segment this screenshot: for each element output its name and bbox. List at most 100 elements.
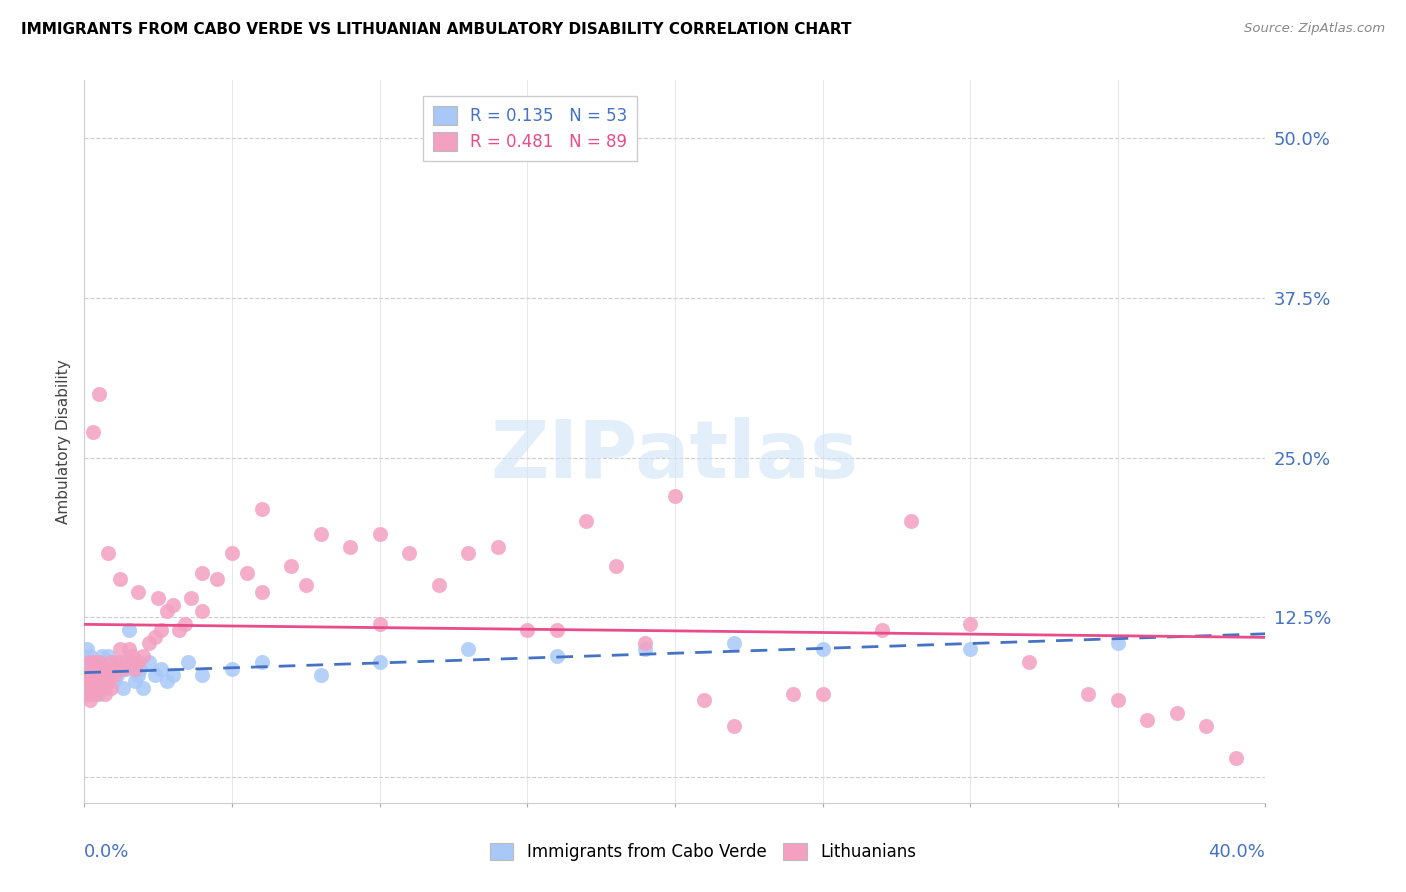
- Point: [76, 642, 98, 657]
- Point: [368, 527, 391, 541]
- Point: [156, 604, 179, 618]
- Point: [76, 655, 98, 669]
- Point: [91, 648, 114, 663]
- Point: [118, 642, 141, 657]
- Point: [605, 559, 627, 574]
- Point: [295, 578, 318, 592]
- Point: [82, 661, 104, 675]
- Point: [79, 668, 101, 682]
- Point: [108, 572, 131, 586]
- Point: [1136, 713, 1159, 727]
- Point: [811, 687, 834, 701]
- Point: [76, 681, 98, 695]
- Point: [870, 623, 893, 637]
- Point: [782, 687, 804, 701]
- Y-axis label: Ambulatory Disability: Ambulatory Disability: [56, 359, 72, 524]
- Text: 40.0%: 40.0%: [1209, 843, 1265, 861]
- Point: [82, 681, 104, 695]
- Point: [91, 674, 114, 689]
- Point: [84, 687, 107, 701]
- Point: [111, 661, 134, 675]
- Point: [575, 515, 598, 529]
- Point: [91, 661, 114, 675]
- Point: [150, 661, 173, 675]
- Point: [97, 661, 120, 675]
- Point: [100, 655, 122, 669]
- Point: [1225, 751, 1247, 765]
- Point: [84, 661, 107, 675]
- Text: Source: ZipAtlas.com: Source: ZipAtlas.com: [1244, 22, 1385, 36]
- Point: [118, 623, 141, 637]
- Text: 0.0%: 0.0%: [84, 843, 129, 861]
- Point: [634, 642, 657, 657]
- Point: [103, 668, 125, 682]
- Point: [191, 604, 214, 618]
- Point: [1166, 706, 1188, 721]
- Point: [76, 668, 98, 682]
- Point: [94, 681, 117, 695]
- Point: [87, 655, 111, 669]
- Text: IMMIGRANTS FROM CABO VERDE VS LITHUANIAN AMBULATORY DISABILITY CORRELATION CHART: IMMIGRANTS FROM CABO VERDE VS LITHUANIAN…: [21, 22, 852, 37]
- Point: [84, 661, 107, 675]
- Point: [132, 681, 155, 695]
- Point: [87, 668, 111, 682]
- Point: [124, 661, 146, 675]
- Point: [108, 655, 131, 669]
- Point: [94, 668, 117, 682]
- Point: [108, 642, 131, 657]
- Point: [368, 616, 391, 631]
- Point: [103, 674, 125, 689]
- Point: [605, 144, 627, 158]
- Point: [105, 668, 128, 682]
- Point: [87, 681, 111, 695]
- Point: [103, 661, 125, 675]
- Point: [457, 642, 479, 657]
- Point: [191, 566, 214, 580]
- Point: [87, 681, 111, 695]
- Point: [280, 559, 302, 574]
- Point: [1107, 693, 1129, 707]
- Point: [250, 655, 273, 669]
- Point: [427, 578, 450, 592]
- Point: [127, 668, 149, 682]
- Point: [664, 489, 686, 503]
- Point: [76, 687, 98, 701]
- Point: [1107, 636, 1129, 650]
- Point: [79, 681, 101, 695]
- Point: [148, 591, 170, 606]
- Point: [221, 661, 243, 675]
- Point: [546, 648, 568, 663]
- Point: [121, 655, 143, 669]
- Point: [79, 655, 101, 669]
- Point: [177, 655, 200, 669]
- Point: [156, 674, 179, 689]
- Point: [121, 648, 143, 663]
- Point: [143, 630, 166, 644]
- Point: [100, 668, 122, 682]
- Point: [129, 661, 152, 675]
- Point: [79, 693, 101, 707]
- Point: [87, 687, 111, 701]
- Point: [87, 655, 111, 669]
- Point: [162, 598, 184, 612]
- Legend: Immigrants from Cabo Verde, Lithuanians: Immigrants from Cabo Verde, Lithuanians: [484, 836, 922, 868]
- Text: ZIPatlas: ZIPatlas: [491, 417, 859, 495]
- Legend: R = 0.135   N = 53, R = 0.481   N = 89: R = 0.135 N = 53, R = 0.481 N = 89: [423, 95, 637, 161]
- Point: [82, 674, 104, 689]
- Point: [250, 584, 273, 599]
- Point: [127, 655, 149, 669]
- Point: [309, 527, 332, 541]
- Point: [634, 636, 657, 650]
- Point: [105, 655, 128, 669]
- Point: [94, 687, 117, 701]
- Point: [516, 623, 538, 637]
- Point: [138, 636, 160, 650]
- Point: [91, 668, 114, 682]
- Point: [723, 636, 745, 650]
- Point: [97, 674, 120, 689]
- Point: [221, 546, 243, 560]
- Point: [811, 642, 834, 657]
- Point: [76, 674, 98, 689]
- Point: [1018, 655, 1040, 669]
- Point: [76, 668, 98, 682]
